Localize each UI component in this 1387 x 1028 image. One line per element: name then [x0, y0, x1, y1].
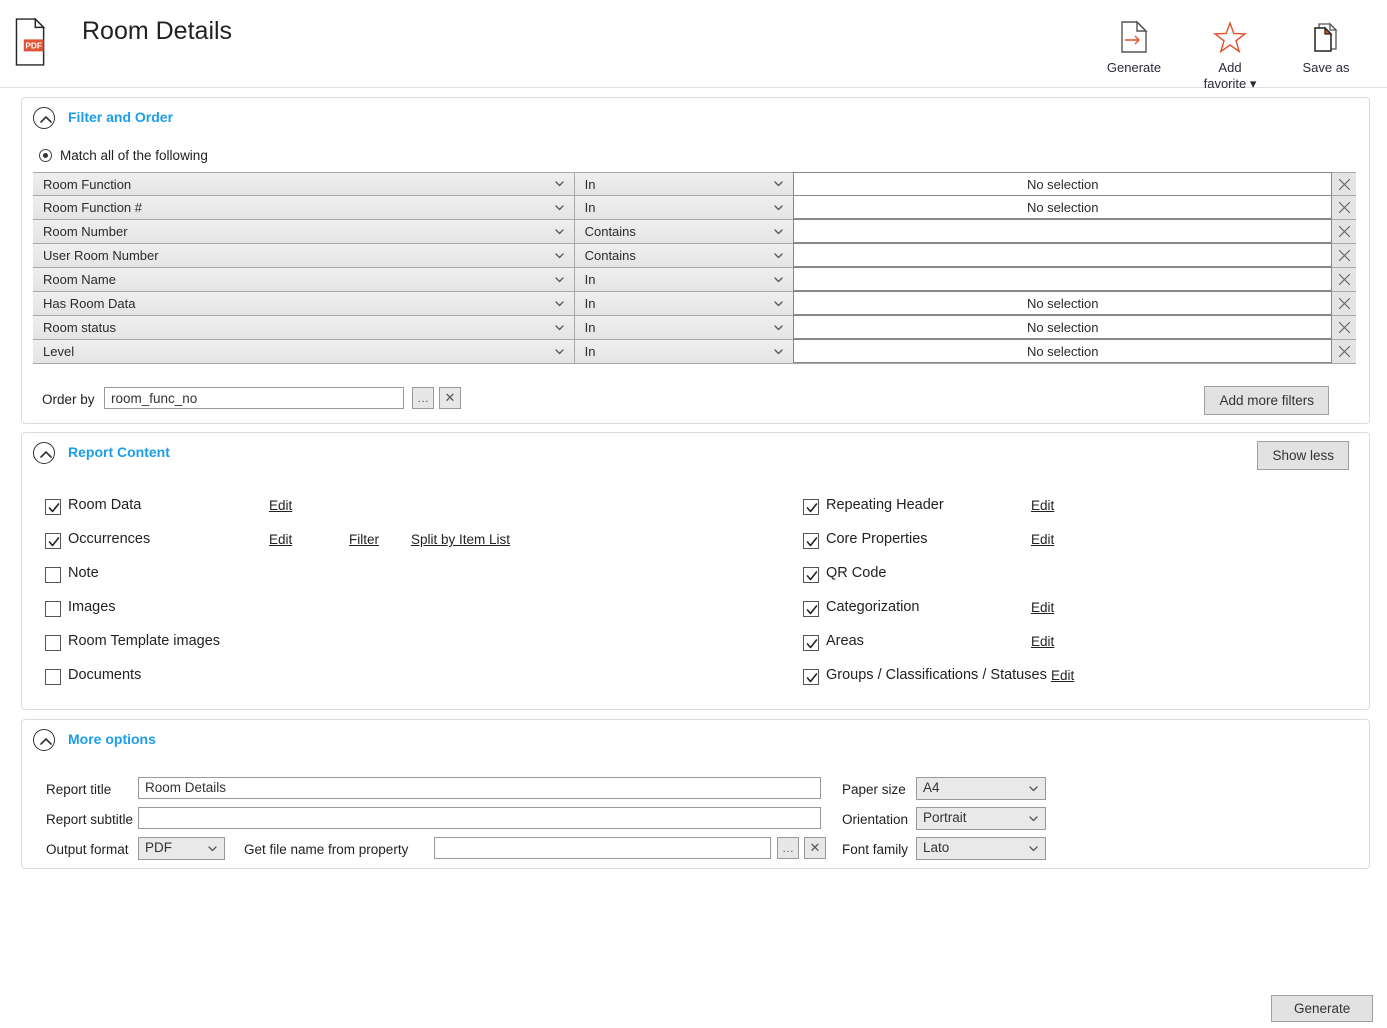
svg-text:PDF: PDF: [25, 40, 42, 50]
